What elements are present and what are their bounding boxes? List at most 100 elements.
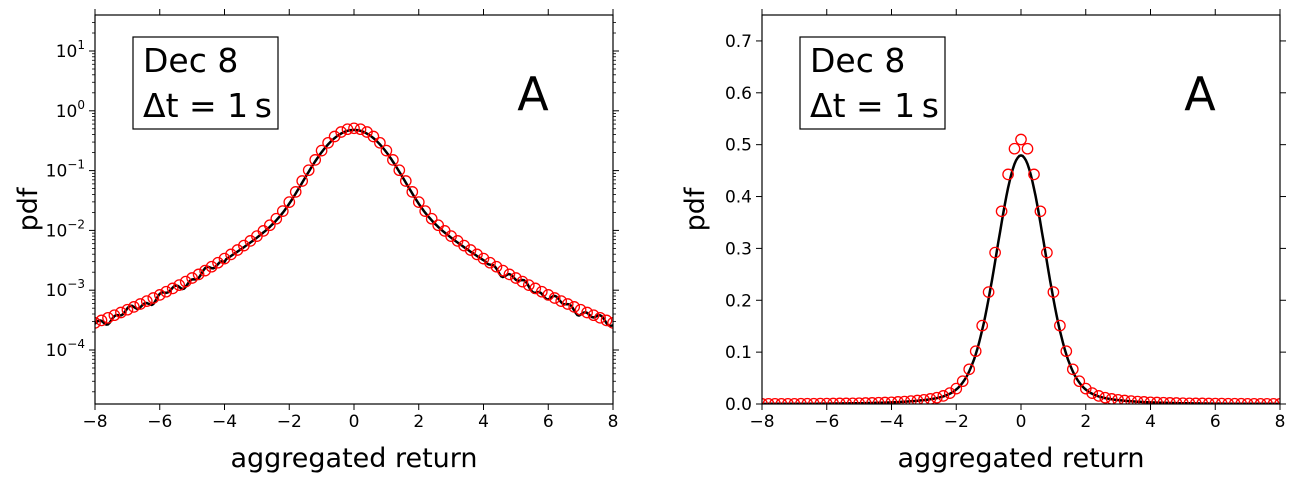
- data-point: [497, 264, 509, 277]
- x-axis-label: aggregated return: [897, 443, 1144, 474]
- data-point: [354, 123, 367, 136]
- data-point: [289, 186, 302, 198]
- data-point: [1008, 142, 1021, 155]
- data-point: [574, 303, 587, 316]
- data-point: [600, 314, 613, 327]
- data-point: [199, 264, 211, 277]
- data-point: [885, 396, 898, 404]
- data-point: [1073, 375, 1086, 388]
- data-point: [484, 256, 496, 269]
- data-point: [380, 144, 393, 157]
- plot-area: [762, 133, 1280, 404]
- data-point: [535, 285, 548, 298]
- y-tick-label: 0.0: [725, 395, 752, 415]
- y-tick-label: 100: [56, 98, 85, 122]
- x-tick-label: −4: [212, 412, 237, 432]
- x-tick-label: −6: [147, 412, 172, 432]
- y-tick-label: 10−2: [46, 217, 85, 241]
- data-point: [153, 289, 166, 301]
- fit-line: [95, 128, 613, 328]
- data-point: [516, 275, 529, 288]
- data-point: [399, 175, 412, 187]
- data-point: [866, 397, 878, 404]
- data-point: [548, 292, 561, 304]
- inset-delta-t: Δt = 1 s: [143, 86, 272, 125]
- data-point: [976, 319, 989, 332]
- data-point: [425, 212, 438, 225]
- data-point: [1086, 387, 1099, 399]
- inset-date: Dec 8: [810, 41, 905, 80]
- data-point: [522, 279, 535, 291]
- data-point: [879, 396, 891, 404]
- data-point: [918, 393, 930, 404]
- data-point: [1144, 396, 1157, 404]
- y-tick-label: 101: [56, 38, 85, 62]
- data-point: [276, 205, 289, 217]
- data-point: [568, 301, 581, 313]
- x-tick-label: 2: [1080, 412, 1091, 432]
- data-point: [212, 256, 224, 269]
- data-point: [503, 268, 516, 281]
- data-point: [859, 397, 872, 404]
- data-point: [1021, 142, 1034, 155]
- panel-letter: A: [1184, 67, 1216, 121]
- data-point: [956, 375, 969, 388]
- data-point: [263, 219, 276, 232]
- x-tick-label: 8: [1275, 412, 1286, 432]
- data-point: [108, 309, 121, 322]
- y-tick-label: 0.6: [725, 84, 752, 104]
- inset-box: [132, 36, 279, 130]
- data-point: [147, 292, 160, 304]
- data-point: [1112, 393, 1124, 404]
- y-tick-label: 10−4: [46, 337, 85, 361]
- y-tick-label: 0.2: [725, 291, 752, 311]
- data-point: [1164, 397, 1176, 404]
- data-point: [302, 164, 315, 177]
- data-point: [1041, 246, 1053, 259]
- data-point: [186, 272, 198, 284]
- data-point: [341, 123, 354, 136]
- axes-frame: [761, 14, 1281, 405]
- data-point: [205, 260, 218, 273]
- data-point: [1118, 394, 1131, 404]
- data-point: [406, 186, 419, 198]
- data-point: [892, 396, 904, 404]
- data-point: [1105, 393, 1118, 404]
- data-point: [231, 244, 244, 256]
- data-point: [1125, 395, 1137, 404]
- x-tick-label: 0: [349, 412, 360, 432]
- data-point: [471, 248, 483, 261]
- data-point: [335, 126, 347, 138]
- data-point: [1151, 396, 1163, 404]
- data-point: [982, 286, 995, 298]
- data-point: [587, 309, 600, 322]
- x-axis-label: aggregated return: [230, 443, 477, 474]
- data-point: [166, 282, 179, 295]
- y-tick-label: 0.7: [725, 32, 752, 52]
- data-point: [140, 295, 153, 307]
- data-point: [121, 303, 134, 316]
- panel-right: −8 −6 −4 −2 0 2 4 6 8 0.0 0.1 0.2 0.3 0.4 0.5 0.6 0.7 agg…: [680, 9, 1286, 474]
- data-point: [1028, 168, 1040, 181]
- data-point: [374, 136, 386, 149]
- y-tick-label: 0.1: [725, 343, 752, 363]
- data-point: [1131, 395, 1144, 404]
- y-tick-label: 10−3: [46, 277, 85, 301]
- data-point: [924, 393, 937, 404]
- x-tick-label: 0: [1016, 412, 1027, 432]
- data-point: [581, 306, 593, 319]
- y-tick-label: 0.5: [725, 136, 752, 156]
- inset-date: Dec 8: [143, 41, 238, 80]
- x-tick-label: −6: [814, 412, 839, 432]
- fit-line: [762, 154, 1280, 404]
- inset-delta-t: Δt = 1 s: [810, 86, 939, 125]
- data-point: [1092, 390, 1105, 402]
- data-point: [128, 301, 140, 313]
- data-point: [542, 289, 555, 301]
- data-point: [477, 252, 490, 265]
- data-point: [315, 144, 328, 157]
- data-point: [419, 205, 432, 217]
- axes-frame: [94, 14, 614, 405]
- data-point: [905, 395, 917, 404]
